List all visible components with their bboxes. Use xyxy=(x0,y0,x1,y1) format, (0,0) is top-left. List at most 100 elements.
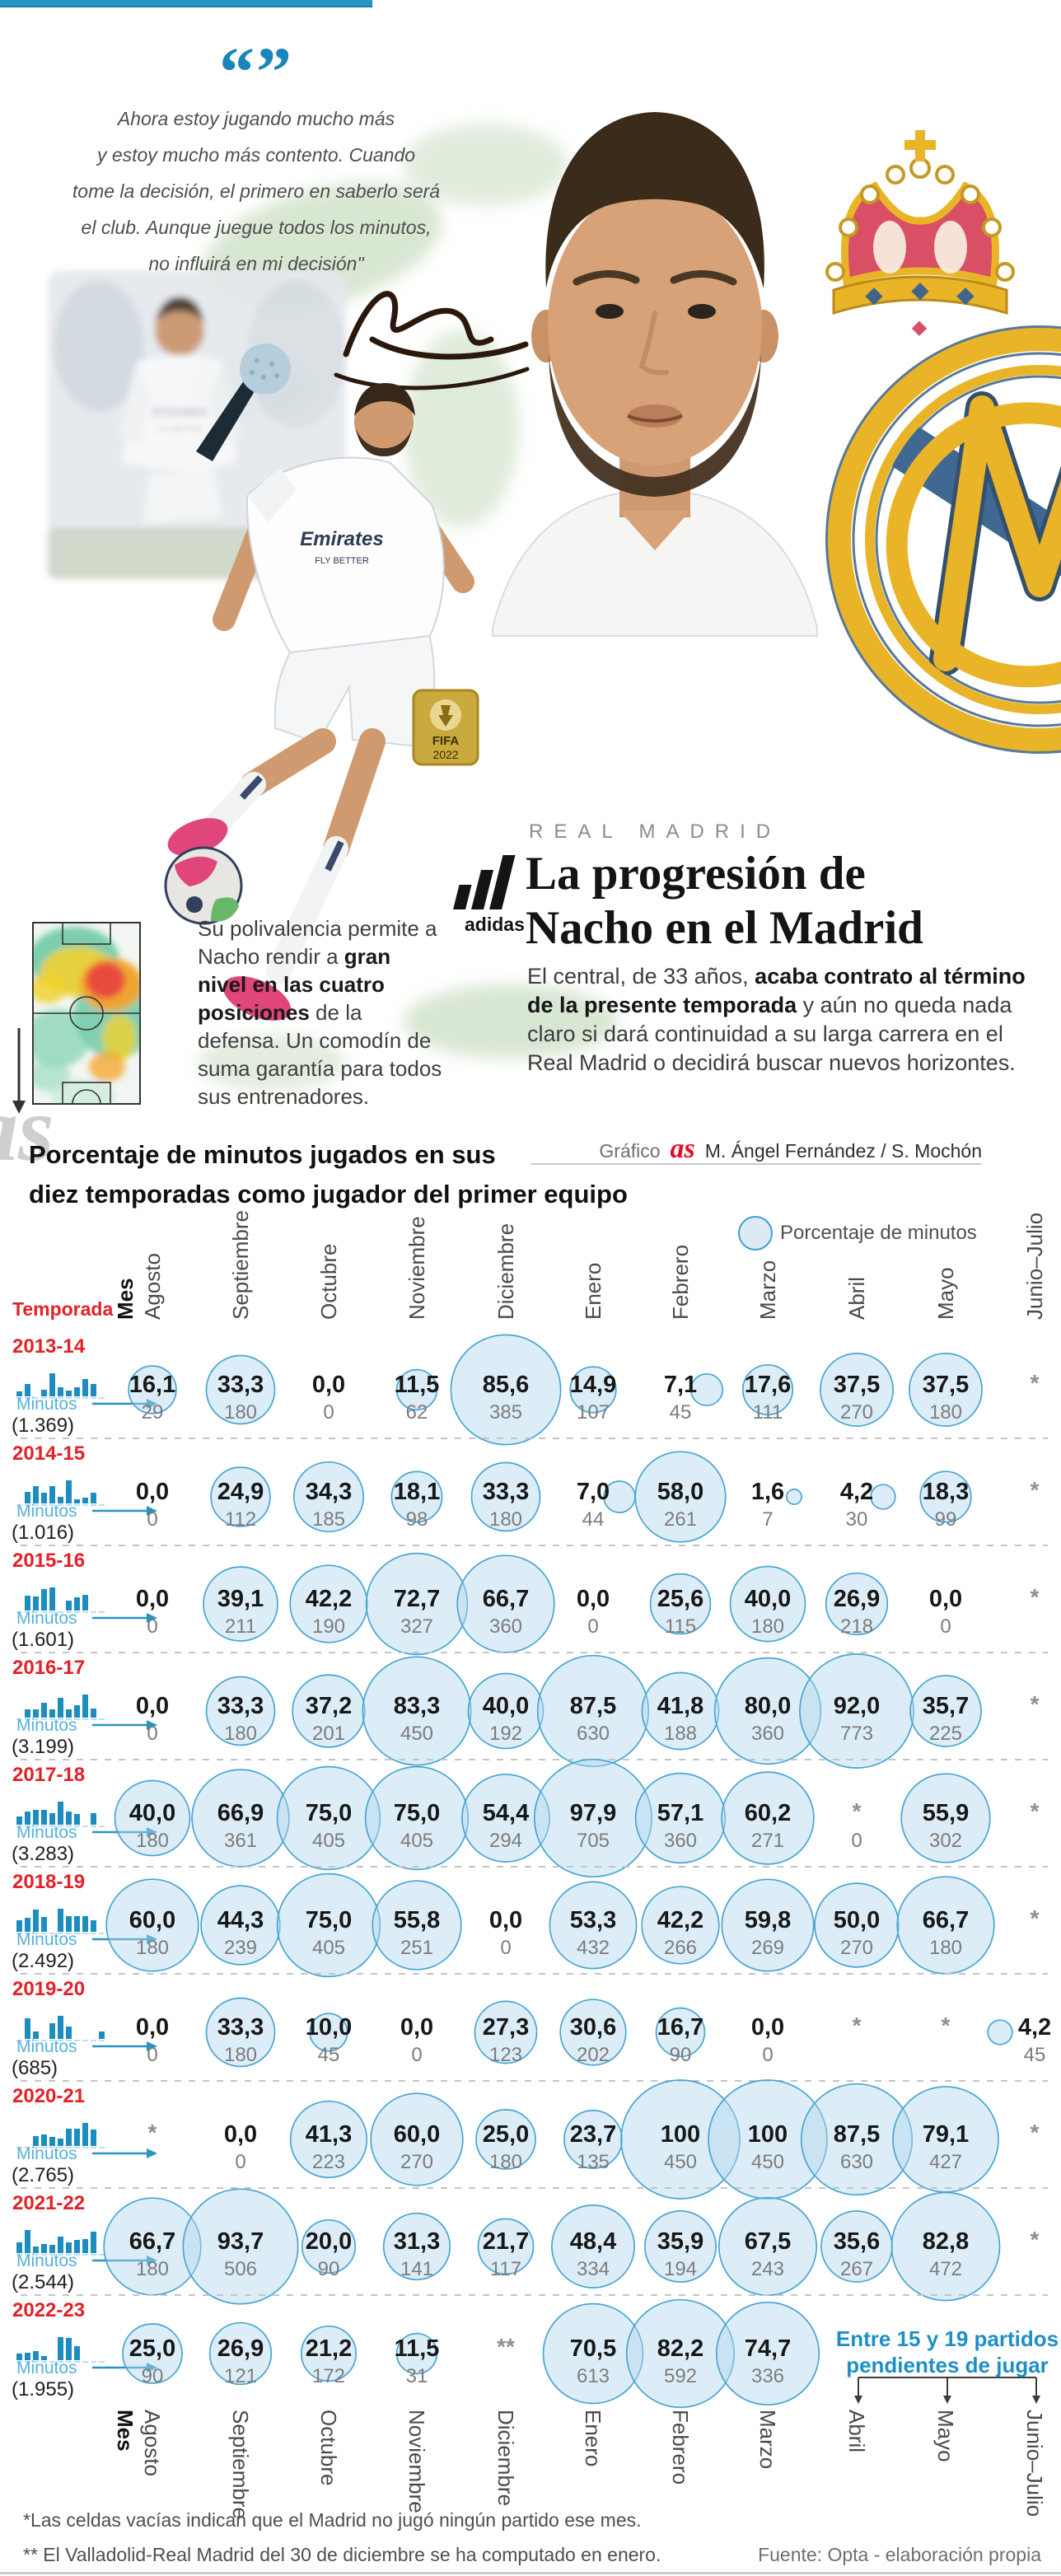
real-madrid-crest xyxy=(825,130,1061,754)
mini-bar xyxy=(33,1810,39,1825)
mini-bar-baseline xyxy=(16,2361,22,2363)
bubble xyxy=(713,1657,822,1765)
mini-bar-baseline xyxy=(16,1933,22,1934)
bubble xyxy=(649,1573,712,1635)
mini-bar-baseline xyxy=(91,1718,96,1720)
bubble xyxy=(105,1878,199,1972)
ball xyxy=(164,846,243,925)
jersey-sponsor-text: Emirates xyxy=(300,528,383,550)
mini-bar xyxy=(66,1601,72,1611)
minutes-arrowhead-icon xyxy=(147,1399,157,1409)
mini-bar-baseline xyxy=(41,1397,47,1399)
bubble xyxy=(289,1564,368,1643)
fifa-badge-year: 2022 xyxy=(432,748,458,761)
mini-bar-baseline xyxy=(82,1718,88,1720)
bubble xyxy=(200,1885,281,1966)
bubble xyxy=(542,2303,644,2405)
mini-bar xyxy=(58,1802,63,1825)
bubble xyxy=(708,2079,828,2200)
bubble xyxy=(825,1572,889,1636)
mini-bar-baseline xyxy=(16,1826,22,1827)
mini-bar xyxy=(49,2137,55,2146)
bubble xyxy=(182,2188,299,2305)
bracket-arrowhead-icon xyxy=(1032,2396,1040,2404)
mini-bar-baseline xyxy=(33,2254,39,2256)
mini-bar-baseline xyxy=(41,1611,47,1613)
bubble xyxy=(820,2210,893,2283)
mini-bar xyxy=(82,1379,88,1396)
mini-bar-baseline xyxy=(66,2254,72,2256)
adidas-logo: adidas xyxy=(453,855,525,935)
mini-bar-baseline xyxy=(33,1718,39,1720)
bracket-arrowhead-icon xyxy=(854,2396,862,2404)
bubble xyxy=(814,1882,900,1968)
bubble xyxy=(364,1765,470,1871)
mini-bar-baseline xyxy=(82,2147,88,2148)
bubble xyxy=(292,1461,365,1533)
minutes-arrowhead-icon xyxy=(147,2041,157,2051)
mini-bar-baseline xyxy=(66,2361,72,2363)
bubble xyxy=(467,1672,545,1750)
bubble xyxy=(641,1886,720,1965)
bubble xyxy=(533,1758,653,1878)
minutes-arrowhead-icon xyxy=(147,1506,157,1516)
mini-bar-baseline xyxy=(49,2361,55,2363)
minutes-arrowhead-icon xyxy=(147,1827,157,1837)
bubble xyxy=(890,2191,1001,2302)
mini-bar-baseline xyxy=(41,2040,47,2041)
mini-bar xyxy=(25,2353,30,2360)
mini-bar-baseline xyxy=(74,2361,80,2363)
mini-bar-baseline xyxy=(74,1933,80,1934)
bubble xyxy=(128,1365,177,1414)
mini-bar-baseline xyxy=(91,1933,96,1934)
mini-bar xyxy=(41,1810,47,1825)
mini-bar-baseline xyxy=(58,2147,63,2148)
mini-bar-baseline xyxy=(58,1611,63,1613)
mini-bar xyxy=(25,1384,30,1396)
bubble xyxy=(309,2013,348,2052)
mini-bar-baseline xyxy=(91,2361,96,2363)
mini-bar-baseline xyxy=(99,1718,105,1720)
mini-bar-baseline xyxy=(41,2361,47,2363)
mini-bar xyxy=(49,1709,55,1718)
mini-bar xyxy=(49,1373,55,1396)
adidas-wordmark: adidas xyxy=(465,914,525,935)
mini-bar xyxy=(91,2130,96,2146)
mini-bar xyxy=(41,1390,47,1396)
mini-bar-baseline xyxy=(91,2147,96,2148)
bottom-rule xyxy=(0,2572,1061,2574)
bubble xyxy=(276,1765,381,1871)
bubble xyxy=(625,2298,736,2409)
mini-bar xyxy=(82,1916,88,1932)
mini-bar-baseline xyxy=(91,1397,96,1399)
bubble xyxy=(205,1997,276,2068)
mini-bar-baseline xyxy=(82,2040,88,2041)
mini-bar xyxy=(66,2129,72,2146)
mini-bar xyxy=(58,2237,63,2253)
mini-bar-baseline xyxy=(58,1504,63,1506)
bubble xyxy=(634,1451,727,1543)
mini-bar xyxy=(25,1596,30,1611)
mini-bar xyxy=(41,2244,47,2253)
mini-bar-baseline xyxy=(49,1718,55,1720)
bubble xyxy=(536,1654,650,1768)
mini-bar-baseline xyxy=(33,2147,39,2148)
bubble xyxy=(301,2218,357,2274)
mini-bar-baseline xyxy=(16,1718,22,1720)
mini-bar-baseline xyxy=(58,2361,63,2363)
bubble xyxy=(644,2210,717,2283)
bubble xyxy=(987,2019,1013,2045)
mini-bar-baseline xyxy=(41,2147,47,2148)
mini-bar xyxy=(58,1497,63,1503)
bg-jersey-sponsor-text: Emirates xyxy=(152,404,208,419)
mini-bar-baseline xyxy=(16,2147,22,2148)
mini-bar xyxy=(91,1493,96,1503)
mini-bar xyxy=(66,1812,72,1825)
mini-bar xyxy=(82,2239,88,2253)
mini-bar-baseline xyxy=(74,2147,80,2148)
mini-bar-baseline xyxy=(74,1826,80,1827)
microphone xyxy=(196,344,291,461)
mini-bar-baseline xyxy=(99,1611,105,1613)
mini-bar xyxy=(58,2016,63,2039)
mini-bar xyxy=(66,2338,72,2360)
